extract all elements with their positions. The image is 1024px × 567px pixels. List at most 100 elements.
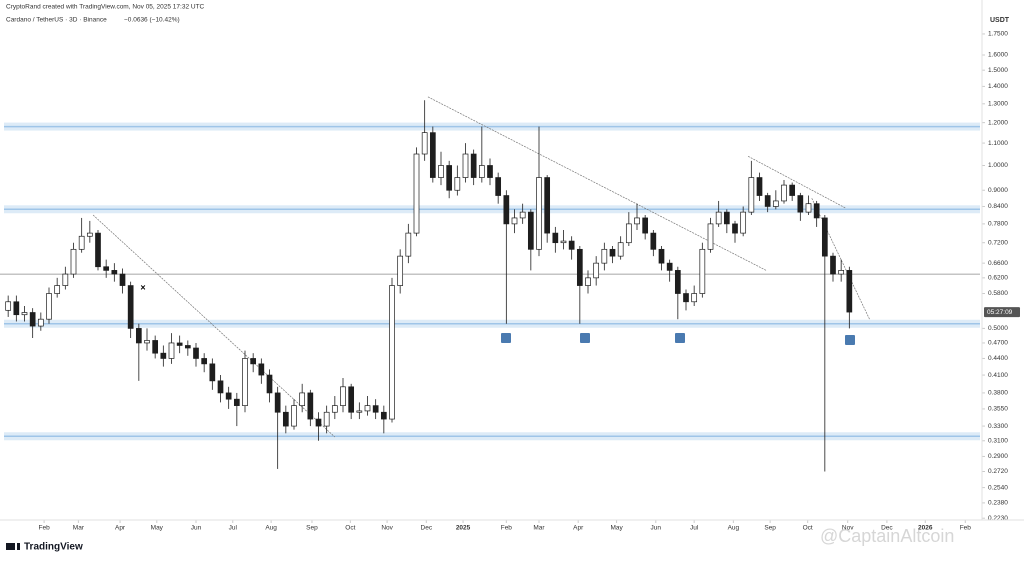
candle: [715, 200, 722, 227]
x-tick-label: Apr: [573, 525, 584, 532]
candle: [503, 190, 510, 324]
candle: [748, 160, 755, 216]
candle: [348, 383, 355, 420]
y-tick-label: 1.7500: [988, 31, 1008, 38]
candle: [299, 383, 306, 413]
trendline: [811, 198, 871, 320]
candle-body: [29, 312, 36, 327]
candle-body: [380, 411, 387, 420]
candle-body: [127, 285, 134, 329]
y-tick-label: 0.4400: [988, 355, 1008, 362]
candle-body: [756, 177, 763, 196]
candle-body: [348, 386, 355, 413]
candle: [258, 358, 265, 384]
candle: [46, 287, 52, 324]
candle-body: [691, 293, 698, 303]
candle: [225, 386, 232, 409]
candle-body: [152, 340, 159, 354]
candle: [846, 266, 853, 329]
x-tick-label: Nov: [842, 525, 854, 532]
y-tick-label: 1.2000: [988, 119, 1008, 126]
y-tick-label: 0.6200: [988, 275, 1008, 282]
candle: [642, 215, 649, 240]
candle: [111, 263, 118, 282]
candle-body: [830, 255, 836, 275]
candle: [135, 323, 142, 381]
candle-body: [315, 418, 322, 427]
y-tick-label: 0.8400: [988, 203, 1008, 210]
candle-body: [193, 347, 199, 359]
candle: [119, 268, 126, 294]
trendline: [92, 214, 336, 438]
change: −0.0636 (−10.42%): [124, 17, 180, 24]
candle: [585, 270, 591, 294]
candle-body: [356, 410, 363, 413]
candle: [242, 350, 248, 413]
candle-body: [274, 392, 281, 413]
y-tick-label: 0.2380: [988, 500, 1008, 507]
candle: [380, 405, 387, 434]
candle-body: [299, 392, 306, 406]
event-icon: [675, 333, 685, 343]
candle-body: [470, 153, 477, 178]
candle: [413, 147, 420, 237]
y-tick-label: 1.4000: [988, 83, 1008, 90]
candle: [54, 277, 61, 298]
candle: [805, 195, 812, 216]
candle-body: [642, 217, 649, 234]
y-tick-label: 0.6600: [988, 260, 1008, 267]
candle: [764, 192, 771, 213]
candle: [446, 160, 453, 199]
candle: [756, 172, 763, 201]
candle-body: [46, 293, 52, 320]
candle-body: [821, 217, 828, 257]
symbol: Cardano / TetherUS · 3D · Binance: [6, 17, 107, 24]
candle: [429, 126, 436, 183]
candle-body: [715, 211, 722, 225]
candle: [397, 249, 404, 294]
candle: [405, 223, 412, 264]
candle-body: [266, 374, 273, 394]
candle-body: [340, 386, 346, 406]
candle-body: [789, 184, 796, 196]
candle-body: [674, 270, 681, 294]
candle: [470, 149, 477, 186]
candle-body: [438, 165, 444, 178]
candle-body: [13, 301, 20, 316]
trendline: [747, 155, 846, 209]
candle-body: [601, 248, 608, 264]
candle: [37, 312, 44, 331]
candle-body: [119, 273, 126, 286]
candle-body: [364, 405, 371, 412]
candle-body: [397, 255, 404, 286]
candle-body: [495, 177, 502, 196]
candle: [217, 375, 224, 403]
countdown: 05:27:09: [987, 309, 1013, 316]
candle-body: [707, 223, 714, 250]
y-tick-label: 1.3000: [988, 101, 1008, 108]
candle: [593, 256, 600, 286]
candle: [356, 402, 363, 420]
x-tick-label: Feb: [38, 525, 50, 532]
candle-body: [37, 318, 44, 327]
candle: [487, 158, 493, 186]
candle: [176, 335, 183, 354]
candle: [266, 369, 273, 403]
candle-body: [291, 405, 297, 427]
y-tick-label: 0.5800: [988, 290, 1008, 297]
candle: [13, 295, 20, 322]
candle-body: [723, 211, 730, 225]
candle: [78, 217, 85, 253]
candle-body: [666, 262, 673, 271]
candle: [781, 180, 787, 204]
candle: [821, 215, 828, 472]
x-tick-label: Feb: [501, 525, 513, 532]
x-tick-label: Jun: [651, 525, 662, 532]
candle-body: [846, 270, 853, 313]
candle: [160, 345, 167, 367]
candle: [658, 245, 665, 271]
candle-body: [323, 411, 330, 427]
candle: [797, 192, 804, 221]
y-tick-label: 0.3550: [988, 406, 1008, 413]
